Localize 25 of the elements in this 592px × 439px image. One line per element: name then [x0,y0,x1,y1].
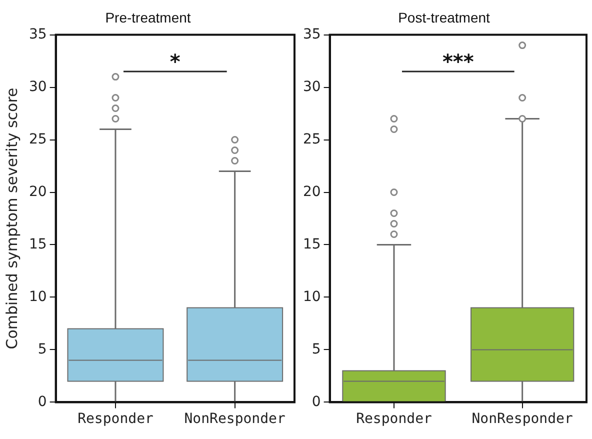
chart-title: Pre-treatment [105,9,191,26]
y-tick-label: 15 [28,236,47,252]
y-tick-label: 0 [312,394,321,410]
x-tick-label: NonResponder [184,411,286,428]
chart-title: Post-treatment [398,9,490,26]
y-axis-title: Combined symptom severity score [2,88,21,350]
y-tick-label: 0 [38,394,47,410]
y-tick-label: 30 [28,78,47,95]
y-tick-label: 10 [302,288,321,305]
y-tick-label: 35 [302,26,321,42]
annotation: *** [442,50,474,74]
annotation: * [170,50,181,74]
y-tick-label: 25 [302,131,321,148]
x-tick-label: Responder [356,411,432,428]
y-tick-label: 15 [302,236,321,252]
y-tick-label: 35 [28,26,47,42]
x-tick-label: NonResponder [472,411,573,428]
y-tick-label: 10 [28,288,47,305]
y-tick-label: 5 [38,341,47,358]
y-tick-label: 5 [312,341,321,358]
y-tick-label: 25 [28,131,47,148]
y-tick-label: 20 [302,184,321,200]
y-tick-label: 20 [28,184,47,200]
x-tick-label: Responder [78,411,154,428]
y-tick-label: 30 [302,78,321,95]
